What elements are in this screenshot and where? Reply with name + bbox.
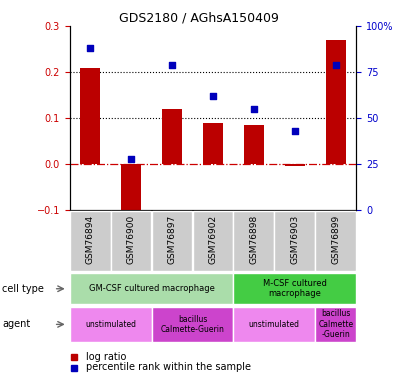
Point — [251, 106, 257, 112]
Point — [333, 62, 339, 68]
Text: percentile rank within the sample: percentile rank within the sample — [86, 363, 251, 372]
Text: unstimulated: unstimulated — [249, 320, 300, 329]
Bar — [274, 211, 315, 271]
Point — [210, 93, 216, 99]
Point — [87, 45, 93, 51]
Text: bacillus
Calmette-Guerin: bacillus Calmette-Guerin — [160, 315, 224, 334]
Text: GSM76898: GSM76898 — [250, 215, 258, 264]
Point — [128, 156, 134, 162]
Bar — [80, 68, 100, 164]
Text: agent: agent — [2, 320, 30, 329]
Text: GDS2180 / AGhsA150409: GDS2180 / AGhsA150409 — [119, 11, 279, 24]
Text: bacillus
Calmette
-Guerin: bacillus Calmette -Guerin — [318, 309, 353, 339]
Text: cell type: cell type — [2, 284, 44, 294]
Bar — [121, 164, 141, 224]
Bar — [162, 109, 182, 164]
Bar — [111, 211, 152, 271]
Bar — [234, 211, 274, 271]
Bar — [244, 125, 264, 164]
Text: GSM76902: GSM76902 — [209, 215, 217, 264]
Text: unstimulated: unstimulated — [85, 320, 136, 329]
Bar — [315, 307, 356, 342]
Bar — [315, 211, 356, 271]
Bar — [233, 307, 315, 342]
Bar — [203, 123, 223, 164]
Bar — [193, 211, 233, 271]
Bar — [70, 211, 111, 271]
Bar — [285, 164, 305, 166]
Text: M-CSF cultured
macrophage: M-CSF cultured macrophage — [263, 279, 327, 298]
Text: GSM76900: GSM76900 — [127, 215, 136, 264]
Text: GM-CSF cultured macrophage: GM-CSF cultured macrophage — [89, 284, 215, 293]
Bar — [326, 40, 346, 164]
Bar — [152, 307, 233, 342]
Text: GSM76899: GSM76899 — [331, 215, 340, 264]
Point — [169, 62, 175, 68]
Bar — [233, 273, 356, 304]
Text: GSM76894: GSM76894 — [86, 215, 95, 264]
Bar — [152, 211, 192, 271]
Text: GSM76903: GSM76903 — [290, 215, 299, 264]
Bar — [70, 273, 233, 304]
Bar — [70, 307, 152, 342]
Text: GSM76897: GSM76897 — [168, 215, 176, 264]
Point — [292, 128, 298, 134]
Text: log ratio: log ratio — [86, 352, 126, 362]
